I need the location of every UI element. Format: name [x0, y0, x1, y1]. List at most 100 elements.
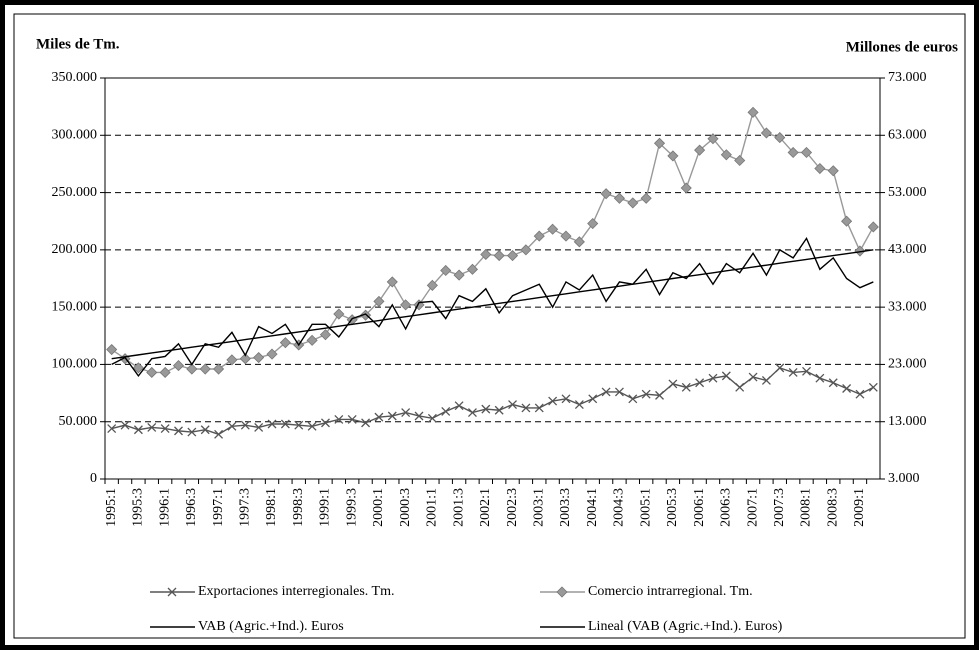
x-marker: [775, 363, 785, 373]
x-marker: [481, 404, 491, 414]
x-marker: [174, 426, 183, 436]
series-line: [111, 110, 874, 374]
x-marker: [334, 414, 344, 424]
x-marker: [641, 389, 651, 399]
diamond-marker: [800, 146, 813, 159]
diamond-marker: [573, 236, 585, 248]
y2-tick-label: 43.000: [888, 242, 927, 257]
x-marker: [561, 394, 571, 404]
diamond-marker: [199, 363, 211, 375]
diamond-marker: [627, 197, 639, 209]
x-tick-label: 1995:3: [131, 488, 146, 527]
diamond-marker: [867, 221, 879, 233]
x-marker: [467, 408, 477, 418]
x-marker: [267, 419, 277, 429]
x-tick-label: 2006:3: [719, 488, 734, 527]
x-marker: [521, 403, 531, 413]
diamond-marker: [426, 279, 438, 291]
diamond-marker: [239, 353, 251, 365]
x-tick-label: 1998:1: [264, 488, 279, 527]
chart-area-border: [13, 13, 966, 639]
y-axis-title: Miles de Tm.: [36, 36, 120, 52]
diamond-marker: [440, 264, 452, 277]
y-tick-label: 350.000: [52, 70, 98, 85]
diamond-marker: [653, 137, 666, 149]
diamond-marker: [774, 132, 786, 144]
x-marker: [254, 422, 264, 432]
diamond-marker: [480, 248, 492, 261]
x-tick-label: 2007:1: [745, 488, 760, 527]
diamond-marker: [279, 337, 291, 349]
x-marker: [508, 400, 518, 409]
x-marker: [374, 412, 384, 422]
y-tick-label: 150.000: [52, 299, 98, 314]
x-tick-label: 1998:3: [291, 488, 306, 527]
diamond-marker: [333, 308, 345, 320]
x-marker: [868, 382, 878, 392]
diamond-marker: [319, 329, 332, 341]
x-marker: [548, 396, 558, 406]
y2-tick-label: 53.000: [888, 185, 927, 200]
diamond-marker: [159, 366, 171, 379]
x-tick-label: 2001:1: [425, 488, 440, 527]
y2-tick-label: 33.000: [888, 299, 927, 314]
x-marker: [628, 394, 638, 404]
series-line: [111, 249, 874, 360]
diamond-marker: [106, 343, 118, 356]
x-marker: [655, 390, 664, 400]
diamond-marker: [841, 215, 853, 227]
x-marker: [227, 421, 237, 431]
x-marker: [588, 394, 598, 404]
x-marker: [815, 373, 825, 383]
y-tick-label: 250.000: [52, 185, 98, 200]
x-marker: [695, 378, 705, 388]
diamond-marker: [827, 165, 839, 177]
x-marker: [601, 387, 611, 397]
diamond-marker: [787, 146, 799, 159]
y2-axis-title: Millones de euros: [846, 39, 958, 55]
x-tick-label: 2000:1: [371, 488, 386, 527]
x-tick-label: 2001:3: [451, 488, 466, 527]
x-marker: [240, 420, 250, 430]
y-tick-label: 300.000: [52, 128, 98, 143]
y2-tick-label: 23.000: [888, 357, 927, 372]
diamond-marker: [854, 245, 866, 257]
diamond-marker: [560, 230, 572, 242]
y-tick-label: 100.000: [52, 357, 98, 372]
x-marker: [614, 387, 624, 397]
diamond-marker: [556, 586, 568, 598]
diamond-marker: [600, 188, 612, 200]
diamond-marker: [533, 230, 545, 242]
diamond-marker: [400, 299, 412, 311]
y-tick-label: 50.000: [59, 414, 98, 429]
x-tick-label: 1995:1: [104, 488, 119, 527]
legend-label: VAB (Agric.+Ind.). Euros: [198, 619, 344, 634]
diamond-marker: [613, 192, 626, 204]
x-marker: [748, 372, 758, 382]
x-tick-label: 2006:1: [692, 488, 707, 527]
x-tick-label: 1996:1: [157, 488, 172, 527]
y2-tick-label: 73.000: [888, 70, 927, 85]
x-marker: [414, 411, 424, 421]
x-marker: [534, 403, 544, 413]
diamond-marker: [172, 360, 185, 372]
diamond-marker: [186, 363, 198, 375]
diamond-marker: [680, 182, 692, 194]
series-line: [111, 367, 874, 436]
x-marker: [120, 420, 130, 430]
series-line: [111, 236, 874, 378]
x-tick-label: 2007:3: [772, 488, 787, 527]
x-tick-label: 2009:1: [852, 488, 867, 527]
x-tick-label: 2004:1: [585, 488, 600, 527]
x-marker: [842, 384, 852, 393]
diamond-marker: [466, 263, 479, 275]
diamond-marker: [747, 106, 759, 118]
x-marker: [681, 382, 691, 392]
diamond-marker: [547, 223, 559, 235]
x-marker: [160, 424, 170, 434]
x-marker: [721, 371, 731, 381]
x-marker: [200, 425, 210, 435]
diamond-marker: [359, 309, 372, 321]
